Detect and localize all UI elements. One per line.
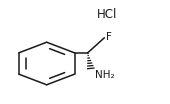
Text: NH₂: NH₂	[95, 70, 115, 80]
Text: HCl: HCl	[97, 8, 117, 21]
Text: F: F	[106, 32, 112, 42]
